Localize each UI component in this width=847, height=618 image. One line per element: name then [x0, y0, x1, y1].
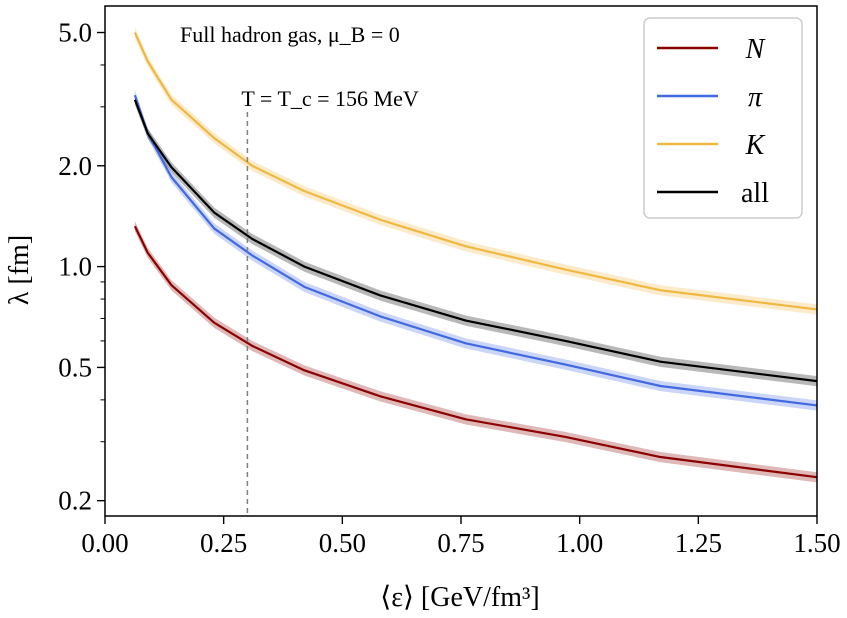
series-lines [133, 32, 818, 479]
legend-label-pi: π [748, 82, 763, 113]
x-tick-label: 1.50 [793, 528, 840, 558]
y-tick-label: 0.2 [58, 486, 92, 516]
critical-temperature-marker: T = T_c = 156 MeV [241, 86, 419, 516]
axis-ticks: 0.00 0.25 0.50 0.75 1.00 1.25 1.50 0.2 0.5 1.0 2.0… [58, 18, 840, 558]
legend-label-all: all [741, 178, 769, 209]
y-tick-label: 1.0 [58, 252, 92, 282]
y-tick-label: 2.0 [58, 151, 92, 181]
legend-label-k: K [745, 130, 766, 161]
band-n [134, 221, 818, 483]
legend-label-n: N [745, 34, 766, 65]
y-tick-label: 0.5 [58, 352, 92, 382]
vline-label: T = T_c = 156 MeV [241, 86, 418, 111]
y-axis-label: λ [fm] [4, 235, 35, 305]
x-tick-label: 0.50 [319, 528, 366, 558]
band-k [134, 27, 818, 315]
series-line-k [133, 32, 818, 311]
series-line-all [133, 99, 818, 383]
legend-frame [643, 17, 803, 219]
x-tick-label: 0.00 [81, 528, 128, 558]
x-tick-label: 1.00 [556, 528, 603, 558]
x-tick-label: 0.25 [200, 528, 247, 558]
x-tick-label: 1.25 [675, 528, 722, 558]
x-tick-label: 0.75 [437, 528, 484, 558]
series-line-n [133, 225, 818, 479]
chart-annotation: Full hadron gas, μ_B = 0 [180, 22, 400, 47]
series-line-pi [133, 94, 818, 407]
y-tick-label: 5.0 [58, 18, 92, 48]
x-axis-label: ⟨ε⟩ [GeV/fm³] [380, 582, 539, 613]
